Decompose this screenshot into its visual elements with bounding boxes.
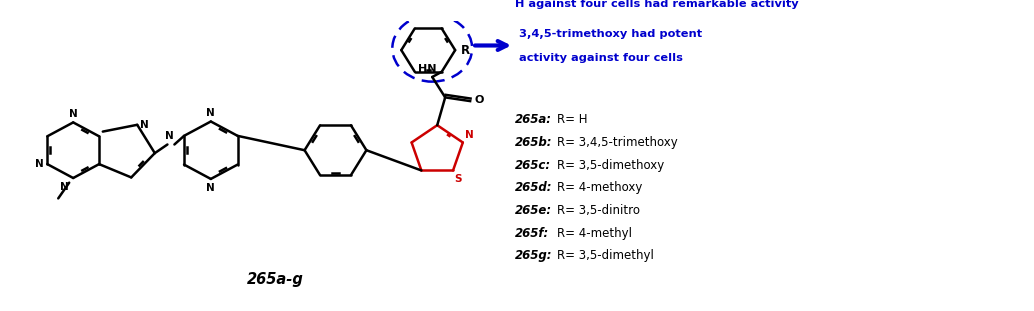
Text: N: N	[207, 183, 215, 193]
Text: 265f:: 265f:	[515, 227, 549, 240]
Text: N: N	[465, 130, 474, 140]
Text: 265e:: 265e:	[515, 204, 552, 217]
Text: N: N	[207, 108, 215, 118]
Text: 265a:: 265a:	[515, 113, 552, 126]
Text: 265d:: 265d:	[515, 181, 552, 194]
Text: R= H: R= H	[557, 113, 587, 126]
Text: H against four cells had remarkable activity: H against four cells had remarkable acti…	[515, 0, 798, 9]
Text: R= 3,5-dinitro: R= 3,5-dinitro	[557, 204, 640, 217]
Text: activity against four cells: activity against four cells	[519, 53, 682, 63]
Text: 265g:: 265g:	[515, 249, 552, 262]
Text: HN: HN	[418, 64, 436, 74]
Text: 265c:: 265c:	[515, 159, 551, 172]
Text: S: S	[454, 174, 461, 184]
Text: 3,4,5-trimethoxy had potent: 3,4,5-trimethoxy had potent	[519, 29, 702, 39]
Text: 265b:: 265b:	[515, 136, 552, 149]
Text: R= 3,5-dimethyl: R= 3,5-dimethyl	[557, 249, 653, 262]
Text: R: R	[461, 44, 470, 57]
Text: R= 3,4,5-trimethoxy: R= 3,4,5-trimethoxy	[557, 136, 677, 149]
Text: R= 4-methyl: R= 4-methyl	[557, 227, 632, 240]
Text: R= 3,5-dimethoxy: R= 3,5-dimethoxy	[557, 159, 664, 172]
Text: O: O	[475, 95, 484, 105]
Text: R= 4-methoxy: R= 4-methoxy	[557, 181, 642, 194]
Text: N: N	[69, 109, 78, 119]
Text: N: N	[60, 182, 69, 192]
Text: N: N	[165, 131, 174, 141]
Text: 265a-g: 265a-g	[247, 272, 304, 287]
Text: N: N	[34, 159, 43, 169]
Text: N: N	[141, 120, 149, 130]
